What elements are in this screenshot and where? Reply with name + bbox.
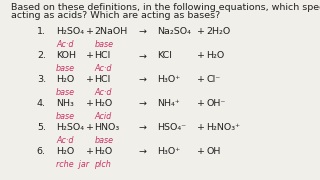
Text: Na₂SO₄: Na₂SO₄ [157, 27, 191, 36]
Text: Ac·d: Ac·d [56, 136, 74, 145]
Text: Cl⁻: Cl⁻ [206, 75, 221, 84]
Text: +: + [197, 27, 205, 36]
Text: →: → [139, 51, 147, 60]
Text: H₂O: H₂O [56, 75, 74, 84]
Text: H₂O: H₂O [206, 51, 225, 60]
Text: H₂NO₃⁺: H₂NO₃⁺ [206, 123, 241, 132]
Text: →: → [139, 147, 147, 156]
Text: 1.: 1. [37, 27, 46, 36]
Text: HCl: HCl [94, 75, 111, 84]
Text: OH: OH [206, 147, 221, 156]
Text: Ac·d: Ac·d [94, 64, 112, 73]
Text: →: → [139, 123, 147, 132]
Text: NH₃: NH₃ [56, 99, 74, 108]
Text: H₂O: H₂O [94, 147, 113, 156]
Text: Acid: Acid [94, 112, 112, 121]
Text: base: base [94, 40, 113, 49]
Text: base: base [56, 64, 75, 73]
Text: +: + [197, 123, 205, 132]
Text: H₂SO₄: H₂SO₄ [56, 123, 84, 132]
Text: acting as acids? Which are acting as bases?: acting as acids? Which are acting as bas… [11, 11, 220, 20]
Text: 2H₂O: 2H₂O [206, 27, 231, 36]
Text: +: + [197, 99, 205, 108]
Text: 5.: 5. [37, 123, 46, 132]
Text: base: base [56, 112, 75, 121]
Text: +: + [86, 99, 94, 108]
Text: Ac·d: Ac·d [94, 88, 112, 97]
Text: +: + [86, 27, 94, 36]
Text: →: → [139, 75, 147, 84]
Text: +: + [86, 75, 94, 84]
Text: rche  jar: rche jar [56, 160, 89, 169]
Text: +: + [197, 75, 205, 84]
Text: 2.: 2. [37, 51, 46, 60]
Text: plch: plch [94, 160, 111, 169]
Text: H₃O⁺: H₃O⁺ [157, 75, 180, 84]
Text: +: + [197, 51, 205, 60]
Text: Ac·d: Ac·d [56, 40, 74, 49]
Text: base: base [56, 88, 75, 97]
Text: H₃O⁺: H₃O⁺ [157, 147, 180, 156]
Text: 2NaOH: 2NaOH [94, 27, 128, 36]
Text: +: + [86, 147, 94, 156]
Text: +: + [86, 51, 94, 60]
Text: HSO₄⁻: HSO₄⁻ [157, 123, 186, 132]
Text: 3.: 3. [37, 75, 46, 84]
Text: KOH: KOH [56, 51, 76, 60]
Text: 4.: 4. [37, 99, 46, 108]
Text: 6.: 6. [37, 147, 46, 156]
Text: HCl: HCl [94, 51, 111, 60]
Text: →: → [139, 99, 147, 108]
Text: base: base [94, 136, 113, 145]
Text: Based on these definitions, in the following equations, which species are: Based on these definitions, in the follo… [11, 3, 320, 12]
Text: H₂O: H₂O [94, 99, 113, 108]
Text: +: + [86, 123, 94, 132]
Text: H₂SO₄: H₂SO₄ [56, 27, 84, 36]
Text: HNO₃: HNO₃ [94, 123, 120, 132]
Text: →: → [139, 27, 147, 36]
Text: OH⁻: OH⁻ [206, 99, 226, 108]
Text: NH₄⁺: NH₄⁺ [157, 99, 180, 108]
Text: KCl: KCl [157, 51, 172, 60]
Text: H₂O: H₂O [56, 147, 74, 156]
Text: +: + [197, 147, 205, 156]
